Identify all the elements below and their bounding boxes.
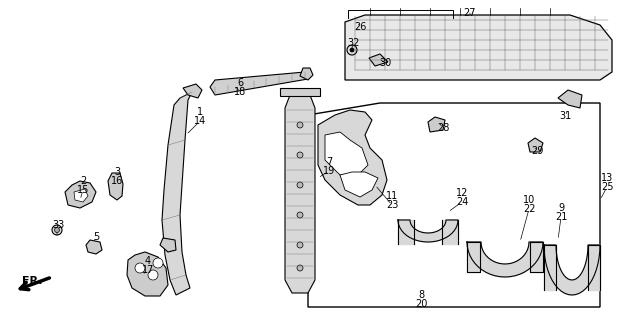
Polygon shape bbox=[558, 90, 582, 108]
Polygon shape bbox=[398, 220, 458, 242]
Circle shape bbox=[297, 182, 303, 188]
Polygon shape bbox=[162, 92, 192, 295]
Polygon shape bbox=[428, 117, 445, 132]
Circle shape bbox=[297, 152, 303, 158]
Polygon shape bbox=[86, 240, 102, 254]
Circle shape bbox=[297, 212, 303, 218]
Circle shape bbox=[297, 242, 303, 248]
Text: 3: 3 bbox=[114, 167, 120, 177]
Polygon shape bbox=[530, 242, 543, 272]
Text: 17: 17 bbox=[142, 265, 154, 275]
Text: 26: 26 bbox=[354, 22, 366, 32]
Polygon shape bbox=[544, 245, 600, 295]
Text: 12: 12 bbox=[456, 188, 468, 198]
Text: 27: 27 bbox=[464, 8, 476, 18]
Text: 22: 22 bbox=[523, 204, 535, 214]
Circle shape bbox=[148, 270, 158, 280]
Circle shape bbox=[135, 263, 145, 273]
Polygon shape bbox=[318, 110, 387, 205]
Text: 21: 21 bbox=[555, 212, 567, 222]
Text: 18: 18 bbox=[234, 87, 246, 97]
Polygon shape bbox=[442, 220, 458, 244]
Polygon shape bbox=[528, 138, 543, 152]
Circle shape bbox=[153, 258, 163, 268]
Text: 15: 15 bbox=[77, 185, 89, 195]
Polygon shape bbox=[544, 245, 556, 290]
Polygon shape bbox=[127, 252, 168, 296]
Text: 13: 13 bbox=[601, 173, 613, 183]
Text: 28: 28 bbox=[437, 123, 449, 133]
Polygon shape bbox=[398, 220, 414, 244]
Text: 24: 24 bbox=[456, 197, 468, 207]
Text: 10: 10 bbox=[523, 195, 535, 205]
Text: 7: 7 bbox=[326, 157, 332, 167]
Polygon shape bbox=[588, 245, 600, 290]
Polygon shape bbox=[285, 91, 315, 293]
Polygon shape bbox=[108, 173, 123, 200]
Polygon shape bbox=[74, 189, 88, 202]
Text: 1: 1 bbox=[197, 107, 203, 117]
Polygon shape bbox=[300, 68, 313, 80]
Polygon shape bbox=[467, 242, 480, 272]
Text: 9: 9 bbox=[558, 203, 564, 213]
Text: 30: 30 bbox=[379, 58, 391, 68]
Text: 4: 4 bbox=[145, 256, 151, 266]
Text: 20: 20 bbox=[415, 299, 427, 309]
Text: 31: 31 bbox=[559, 111, 571, 121]
Text: 33: 33 bbox=[52, 220, 64, 230]
Polygon shape bbox=[183, 84, 202, 98]
Text: 29: 29 bbox=[531, 146, 543, 156]
Text: 8: 8 bbox=[418, 290, 424, 300]
Circle shape bbox=[297, 265, 303, 271]
Text: 19: 19 bbox=[323, 166, 335, 176]
Circle shape bbox=[347, 45, 357, 55]
Text: 32: 32 bbox=[347, 38, 359, 48]
Polygon shape bbox=[160, 238, 176, 252]
Circle shape bbox=[54, 228, 60, 233]
Circle shape bbox=[350, 48, 354, 52]
Text: 23: 23 bbox=[386, 200, 398, 210]
Polygon shape bbox=[369, 54, 388, 66]
Text: 2: 2 bbox=[80, 176, 86, 186]
Text: 25: 25 bbox=[601, 182, 613, 192]
Text: FR.: FR. bbox=[22, 276, 42, 286]
Text: 16: 16 bbox=[111, 176, 123, 186]
Polygon shape bbox=[65, 181, 96, 208]
Polygon shape bbox=[325, 132, 368, 175]
Polygon shape bbox=[345, 15, 612, 80]
Text: 11: 11 bbox=[386, 191, 398, 201]
Polygon shape bbox=[467, 242, 543, 277]
Circle shape bbox=[297, 122, 303, 128]
Text: 5: 5 bbox=[93, 232, 99, 242]
Polygon shape bbox=[210, 72, 308, 95]
Polygon shape bbox=[340, 172, 378, 197]
Text: 14: 14 bbox=[194, 116, 206, 126]
Polygon shape bbox=[280, 88, 320, 96]
Circle shape bbox=[52, 225, 62, 235]
Text: 6: 6 bbox=[237, 78, 243, 88]
